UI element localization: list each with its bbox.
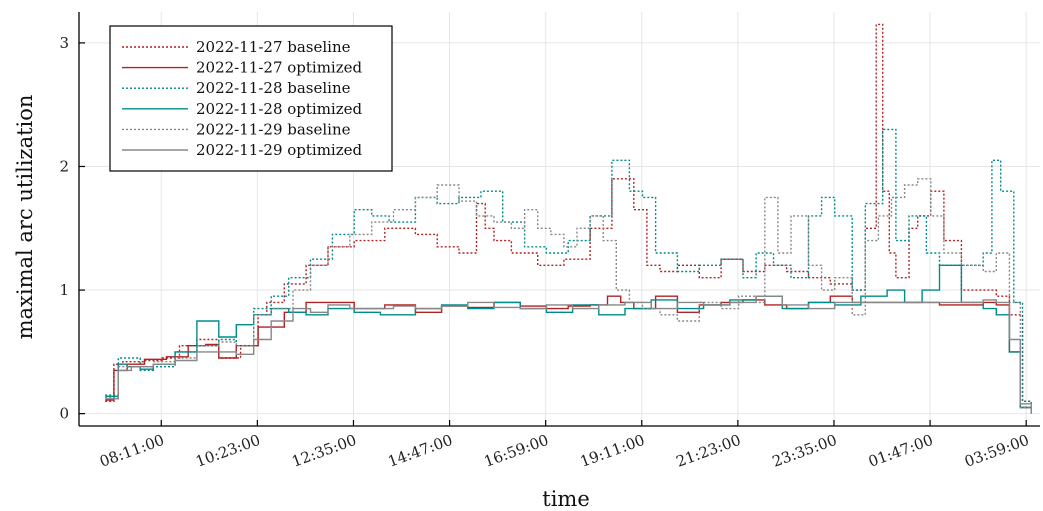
x-axis-label: time [542, 487, 590, 511]
series-line-5 [105, 178, 1032, 414]
series-line-3 [105, 128, 1032, 414]
legend-box [109, 25, 393, 172]
x-tick-label: 12:35:00 [289, 431, 358, 471]
y-axis-label: maximal arc utilization [13, 95, 37, 340]
x-tick-label: 01:47:00 [866, 431, 935, 471]
x-tick-label: 03:59:00 [962, 431, 1031, 471]
plot-frame [78, 12, 1040, 427]
x-tick-label: 08:11:00 [97, 431, 166, 471]
series-line-6 [105, 295, 1032, 414]
y-tick-label: 1 [59, 281, 69, 299]
series-layer [105, 23, 1032, 414]
legend-entry-label: 2022-11-29 baseline [196, 120, 351, 138]
x-tick-label: 19:11:00 [578, 431, 647, 471]
x-ticks: 08:11:00 10:23:00 12:35:00 14:47:00 16:59:00… [97, 420, 1032, 471]
legend-entry-label: 2022-11-27 baseline [196, 38, 351, 56]
x-tick-label: 21:23:00 [674, 431, 743, 471]
x-tick-label: 23:35:00 [770, 431, 839, 471]
y-ticks: 0 1 2 3 [59, 34, 85, 423]
series-line-4 [105, 264, 1032, 414]
x-tick-label: 16:59:00 [482, 431, 551, 471]
x-tick-label: 10:23:00 [193, 431, 262, 471]
legend-entry-label: 2022-11-28 optimized [196, 100, 363, 118]
legend: 2022-11-27 baseline 2022-11-27 optimized 2… [109, 25, 393, 172]
y-tick-label: 2 [59, 157, 69, 175]
legend-entry-label: 2022-11-29 optimized [196, 141, 363, 159]
legend-entry-label: 2022-11-27 optimized [196, 59, 363, 77]
legend-entry-label: 2022-11-28 baseline [196, 79, 351, 97]
y-tick-label: 0 [59, 405, 69, 423]
x-tick-label: 14:47:00 [385, 431, 454, 471]
y-tick-label: 3 [59, 34, 69, 52]
